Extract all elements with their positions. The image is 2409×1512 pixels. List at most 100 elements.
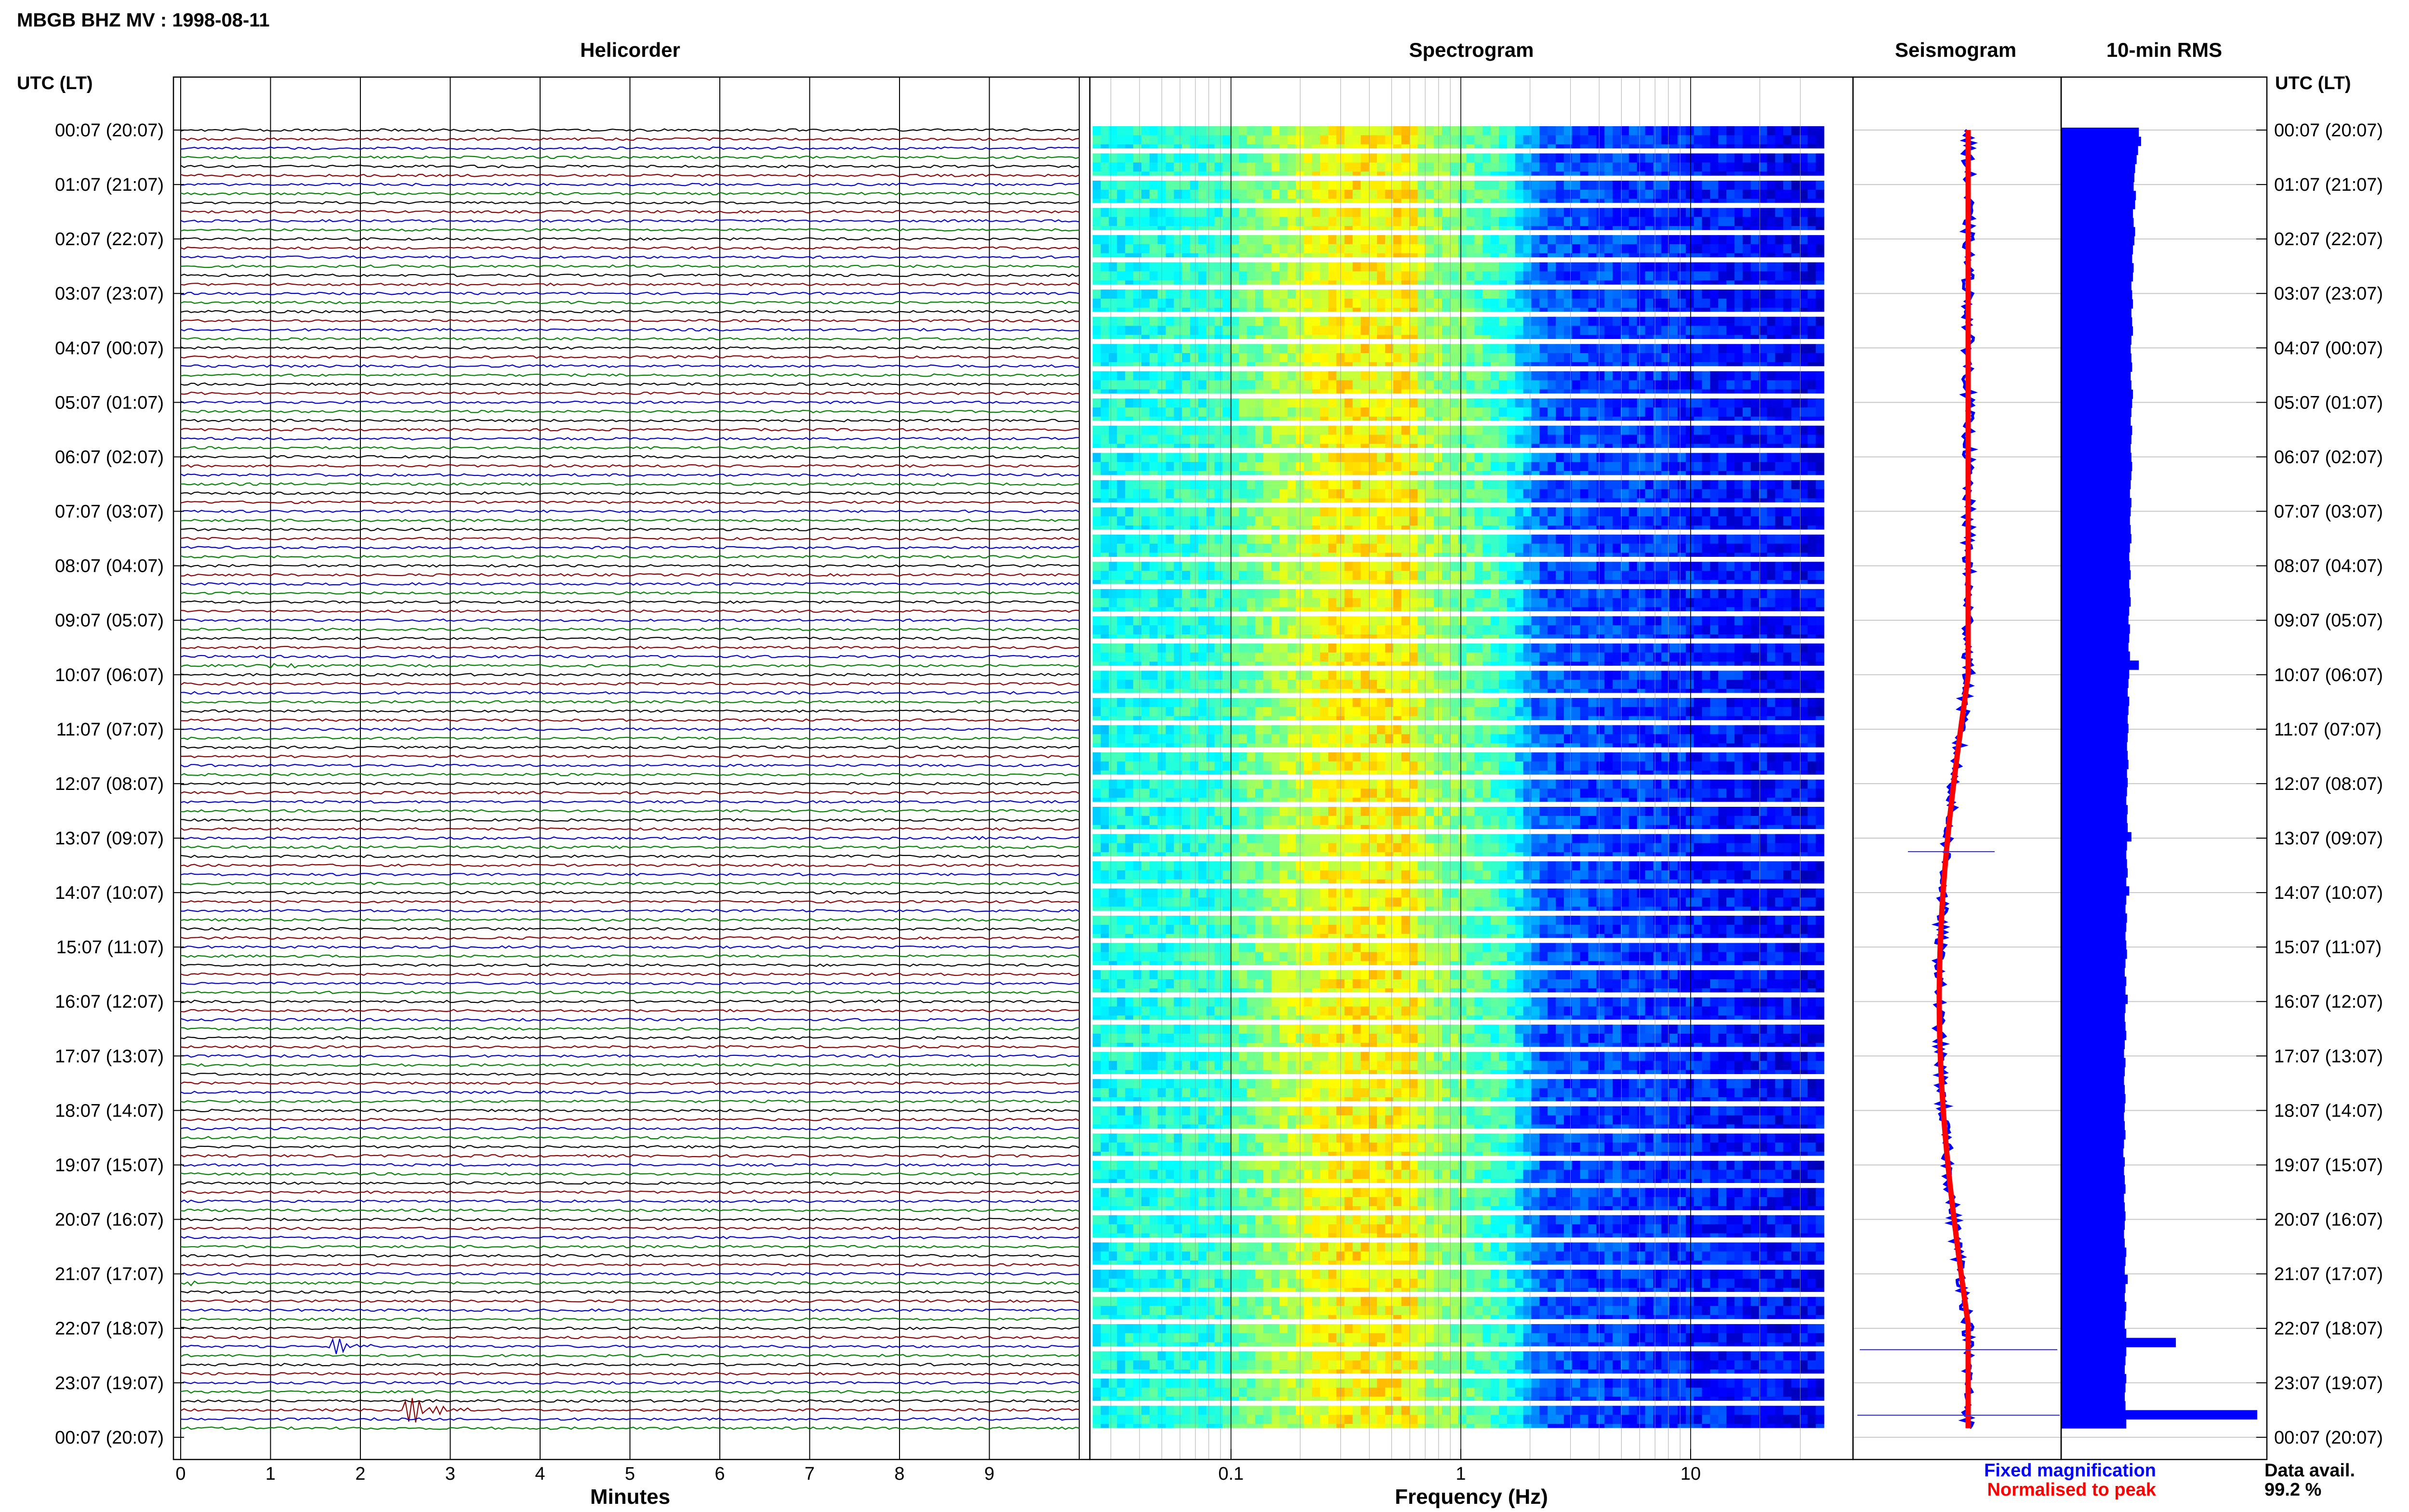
spectrogram-cell bbox=[1800, 162, 1808, 172]
spectrogram-cell bbox=[1312, 362, 1321, 367]
spectrogram-cell bbox=[1377, 208, 1386, 217]
spectrogram-cell bbox=[1482, 162, 1491, 172]
spectrogram-cell bbox=[1214, 562, 1223, 571]
spectrogram-cell bbox=[1174, 389, 1183, 394]
spectrogram-cell bbox=[1523, 262, 1532, 272]
spectrogram-cell bbox=[1377, 380, 1386, 390]
spectrogram-cell bbox=[1588, 208, 1597, 217]
spectrogram-cell bbox=[1304, 271, 1312, 281]
spectrogram-cell bbox=[1401, 262, 1410, 272]
spectrogram-cell bbox=[1222, 171, 1231, 176]
helicorder-trace bbox=[180, 1317, 1080, 1321]
spectrogram-cell bbox=[1109, 344, 1118, 354]
spectrogram-cell bbox=[1450, 126, 1459, 136]
spectrogram-cell bbox=[1149, 607, 1158, 611]
spectrogram-cell bbox=[1669, 580, 1678, 584]
spectrogram-cell bbox=[1596, 362, 1605, 367]
spectrogram-cell bbox=[1409, 589, 1418, 599]
spectrogram-cell bbox=[1718, 208, 1727, 217]
spectrogram-cell bbox=[1678, 299, 1686, 308]
spectrogram-cell bbox=[1515, 526, 1524, 530]
spectrogram-cell bbox=[1190, 589, 1199, 599]
spectrogram-cell bbox=[1515, 217, 1524, 226]
spectrogram-cell bbox=[1117, 408, 1126, 417]
spectrogram-cell bbox=[1369, 289, 1377, 299]
spectrogram-cell bbox=[1523, 389, 1532, 394]
spectrogram-cell bbox=[1702, 344, 1711, 354]
spectrogram-cell bbox=[1499, 562, 1508, 571]
spectrogram-cell bbox=[1515, 534, 1524, 544]
spectrogram-cell bbox=[1287, 135, 1297, 145]
spectrogram-cell bbox=[1694, 253, 1703, 258]
spectrogram-cell bbox=[1198, 271, 1207, 281]
spectrogram-cell bbox=[1718, 471, 1727, 475]
spectrogram-cell bbox=[1474, 126, 1483, 136]
spectrogram-cell bbox=[1726, 552, 1735, 557]
spectrogram-cell bbox=[1409, 189, 1418, 199]
spectrogram-cell bbox=[1344, 434, 1353, 444]
spectrogram-cell bbox=[1312, 153, 1321, 163]
spectrogram-cell bbox=[1214, 362, 1223, 367]
spectrogram-cell bbox=[1255, 552, 1264, 557]
left-axis-label: UTC (LT) bbox=[17, 73, 93, 93]
spectrogram-cell bbox=[1271, 398, 1280, 408]
spectrogram-cell bbox=[1734, 507, 1743, 517]
spectrogram-cell bbox=[1563, 135, 1573, 145]
spectrogram-cell bbox=[1165, 562, 1175, 571]
spectrogram-cell bbox=[1588, 598, 1597, 607]
spectrogram-cell bbox=[1409, 580, 1418, 584]
spectrogram-cell bbox=[1474, 534, 1483, 544]
spectrogram-cell bbox=[1637, 189, 1646, 199]
spectrogram-cell bbox=[1815, 516, 1825, 526]
spectrogram-cell bbox=[1750, 398, 1760, 408]
spectrogram-cell bbox=[1442, 526, 1451, 530]
spectrogram-cell bbox=[1523, 362, 1532, 367]
spectrogram-cell bbox=[1734, 226, 1743, 230]
spectrogram-cell bbox=[1596, 498, 1605, 502]
spectrogram-cell bbox=[1231, 398, 1240, 408]
spectrogram-cell bbox=[1328, 562, 1337, 571]
spectrogram-cell bbox=[1482, 571, 1491, 580]
spectrogram-cell bbox=[1702, 534, 1711, 544]
spectrogram-cell bbox=[1507, 526, 1516, 530]
spectrogram-cell bbox=[1206, 589, 1215, 599]
spectrogram-cell bbox=[1377, 552, 1386, 557]
spectrogram-cell bbox=[1621, 280, 1629, 285]
spectrogram-cell bbox=[1653, 162, 1662, 172]
spectrogram-cell bbox=[1491, 489, 1499, 499]
spectrogram-cell bbox=[1361, 217, 1369, 226]
spectrogram-cell bbox=[1718, 235, 1727, 245]
spectrogram-cell bbox=[1734, 144, 1743, 149]
spectrogram-cell bbox=[1596, 453, 1605, 462]
spectrogram-cell bbox=[1815, 580, 1825, 584]
spectrogram-cell bbox=[1482, 408, 1491, 417]
spectrogram-cell bbox=[1694, 498, 1703, 502]
spectrogram-cell bbox=[1393, 271, 1402, 281]
spectrogram-cell bbox=[1442, 453, 1451, 462]
spectrogram-cell bbox=[1685, 235, 1694, 245]
spectrogram-cell bbox=[1548, 498, 1556, 502]
spectrogram-cell bbox=[1815, 471, 1825, 475]
spectrogram-cell bbox=[1604, 434, 1613, 444]
helicorder-trace bbox=[180, 800, 1080, 804]
spectrogram-cell bbox=[1474, 307, 1483, 312]
spectrogram-cell bbox=[1369, 498, 1377, 502]
spectrogram-cell bbox=[1182, 453, 1191, 462]
spectrogram-cell bbox=[1409, 434, 1418, 444]
spectrogram-cell bbox=[1393, 144, 1402, 149]
spectrogram-cell bbox=[1385, 380, 1394, 390]
spectrogram-cell bbox=[1133, 262, 1142, 272]
spectrogram-cell bbox=[1369, 507, 1377, 517]
spectrogram-cell bbox=[1628, 371, 1638, 381]
spectrogram-cell bbox=[1092, 453, 1101, 462]
spectrogram-cell bbox=[1149, 507, 1158, 517]
spectrogram-cell bbox=[1344, 507, 1353, 517]
spectrogram-cell bbox=[1434, 380, 1443, 390]
spectrogram-cell bbox=[1426, 507, 1434, 517]
spectrogram-cell bbox=[1287, 244, 1297, 254]
spectrogram-cell bbox=[1783, 153, 1792, 163]
spectrogram-cell bbox=[1198, 262, 1207, 272]
spectrogram-cell bbox=[1653, 226, 1662, 230]
spectrogram-cell bbox=[1190, 444, 1199, 448]
spectrogram-cell bbox=[1312, 444, 1321, 448]
